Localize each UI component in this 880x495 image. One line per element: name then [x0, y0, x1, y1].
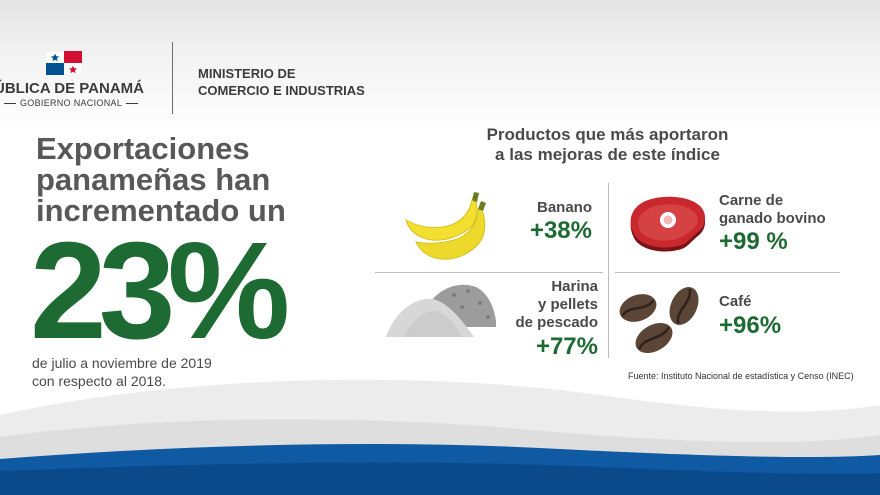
banano-value: +38%: [529, 217, 592, 244]
cafe-name: Café: [719, 293, 752, 310]
grid-vertical-divider: [608, 183, 609, 358]
ministerio-line-1: MINISTERIO DE: [198, 66, 296, 81]
products-title-line-2: a las mejoras de este índice: [495, 145, 720, 164]
headline-line-3: incrementado un: [36, 193, 286, 228]
republica-label: ÚBLICA DE PANAMÁ: [0, 80, 144, 97]
flour-pile-icon: [386, 284, 496, 337]
cafe-value: +96%: [719, 312, 782, 339]
banana-icon: [405, 192, 486, 260]
grid-horizontal-divider-left: [375, 272, 603, 273]
harina-name-line-3: de pescado: [515, 314, 598, 331]
products-title-line-1: Productos que más aportaron: [486, 125, 729, 144]
bottom-wave-decoration: [0, 379, 880, 495]
meat-icon: [630, 196, 706, 252]
carne-value: +99 %: [719, 228, 788, 255]
carne-name-line-2: ganado bovino: [719, 210, 826, 227]
headline-line-2: panameñas han: [36, 162, 271, 197]
carne-name: Carne de ganado bovino: [719, 192, 826, 228]
banano-name: Banano: [536, 199, 592, 216]
gobierno-label: GOBIERNO NACIONAL: [0, 98, 142, 108]
ministerio-label: MINISTERIO DE COMERCIO E INDUSTRIAS: [198, 65, 365, 99]
headline-line-1: Exportaciones: [36, 131, 250, 166]
products-title: Productos que más aportaron a las mejora…: [440, 125, 775, 165]
harina-name: Harina y pellets de pescado: [470, 278, 598, 332]
period-line-1: de julio a noviembre de 2019: [32, 355, 212, 371]
big-percentage: 23%: [30, 214, 290, 368]
coffee-beans-icon: [619, 287, 699, 354]
period-text: de julio a noviembre de 2019 con respect…: [32, 354, 212, 390]
ministerio-line-2: COMERCIO E INDUSTRIAS: [198, 83, 365, 98]
source-note: Fuente: Instituto Nacional de estadístic…: [628, 371, 854, 381]
harina-name-line-1: Harina: [551, 278, 598, 295]
panama-flag-icon: [46, 51, 82, 75]
header-divider: [172, 42, 173, 114]
carne-name-line-1: Carne de: [719, 192, 784, 209]
gobierno-text: GOBIERNO NACIONAL: [20, 98, 123, 108]
headline: Exportaciones panameñas han incrementado…: [36, 133, 286, 226]
grid-horizontal-divider-right: [615, 272, 840, 273]
header-band: [0, 0, 880, 130]
period-line-2: con respecto al 2018.: [32, 373, 166, 389]
harina-name-line-2: y pellets: [537, 296, 598, 313]
harina-value: +77%: [535, 333, 598, 360]
